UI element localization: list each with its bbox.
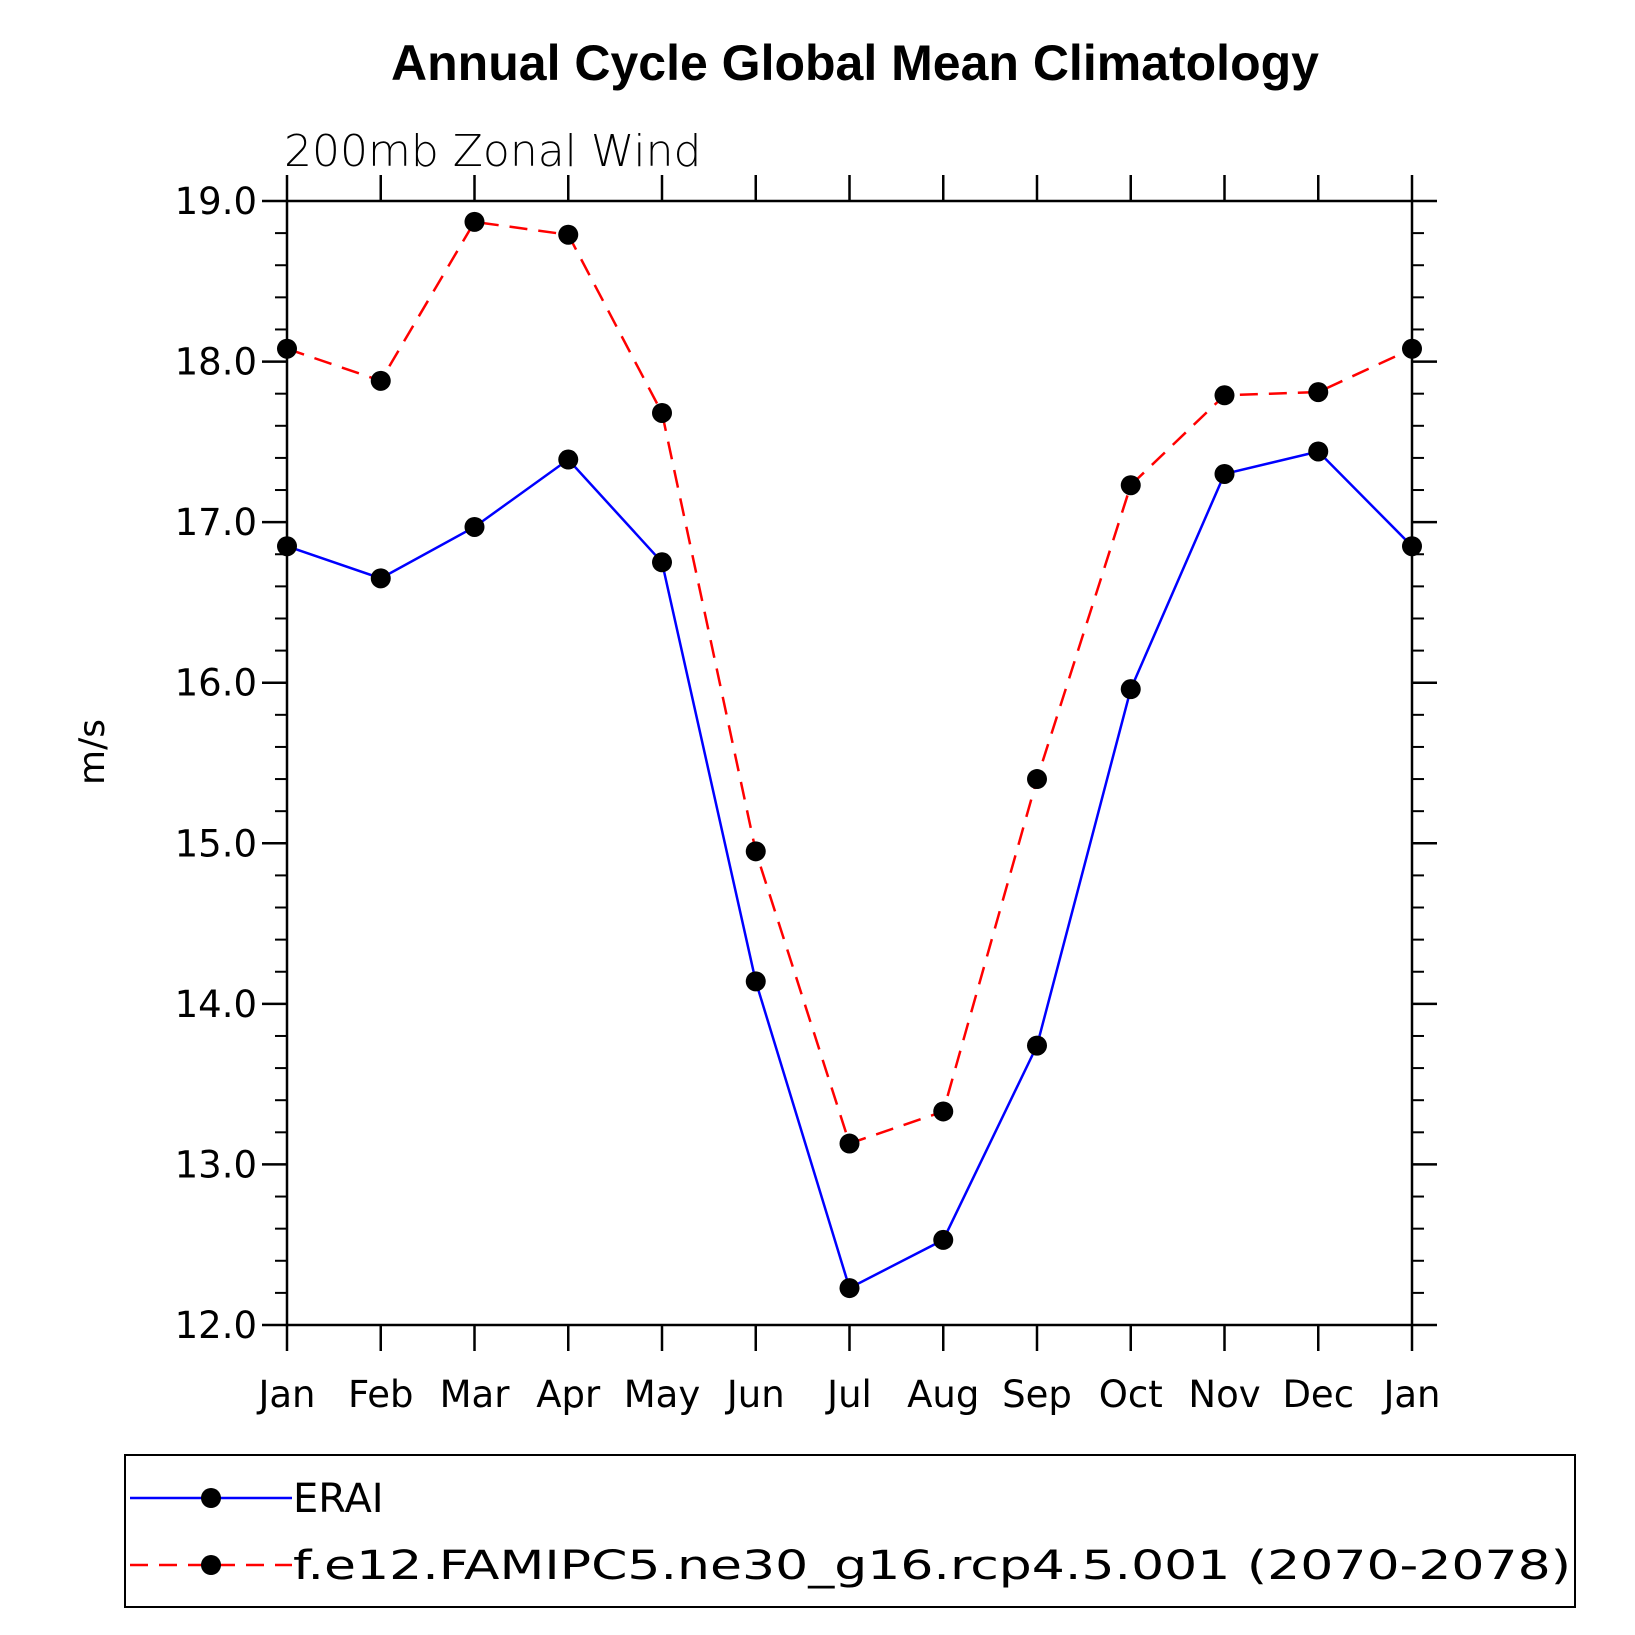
x-tick-label: Aug <box>907 1373 979 1416</box>
data-point <box>370 370 391 391</box>
data-point <box>464 516 485 537</box>
legend-marker-erai <box>201 1488 221 1508</box>
chart-subtitle: 200mb Zonal Wind <box>284 126 701 177</box>
series-line-0 <box>286 450 1413 1290</box>
data-point <box>558 449 579 470</box>
y-tick-label: 14.0 <box>175 983 257 1026</box>
x-tick-label: Jun <box>725 1373 785 1416</box>
x-tick-label: Mar <box>440 1373 511 1416</box>
data-point <box>277 338 297 359</box>
data-point <box>1214 385 1235 406</box>
data-point <box>1308 382 1329 403</box>
x-tick-label: Sep <box>1002 1373 1072 1416</box>
data-point <box>1027 1035 1047 1056</box>
data-point <box>933 1101 954 1122</box>
data-point <box>933 1229 954 1250</box>
y-tick-label: 18.0 <box>175 341 257 384</box>
legend: ERAI f.e12.FAMIPC5.ne30_g16.rcp4.5.001 (… <box>124 1454 1576 1608</box>
y-tick-label: 17.0 <box>175 501 257 544</box>
y-tick-label: 15.0 <box>175 822 257 865</box>
x-tick-label: May <box>624 1373 701 1416</box>
data-point <box>839 1133 860 1154</box>
plot-series <box>277 211 1422 1299</box>
legend-frame <box>124 1454 1576 1608</box>
x-tick-label: Apr <box>536 1373 601 1416</box>
data-point <box>745 971 766 992</box>
data-point <box>1402 338 1422 359</box>
series-line-1 <box>286 220 1413 1146</box>
x-tick-label: Oct <box>1099 1373 1163 1416</box>
data-point <box>1120 679 1141 700</box>
data-point <box>652 552 672 573</box>
y-tick-label: 12.0 <box>175 1304 257 1347</box>
data-point <box>652 402 672 423</box>
series-1 <box>277 211 1422 1154</box>
chart-title: Annual Cycle Global Mean Climatology <box>391 35 1319 91</box>
x-tick-label: Jan <box>1381 1373 1440 1416</box>
data-point <box>1027 769 1047 790</box>
data-point <box>1402 536 1422 557</box>
data-point <box>558 224 579 245</box>
x-tick-labels: Jan Feb Mar Apr May Jun Jul Aug Sep Oct Nov Dec Jan <box>256 1373 1440 1416</box>
data-point <box>839 1278 860 1299</box>
y-axis-label: m/s <box>72 719 113 785</box>
data-point <box>1308 441 1329 462</box>
y-tick-labels: 12.0 13.0 14.0 15.0 16.0 17.0 18.0 19.0 <box>175 180 257 1347</box>
legend-label-erai: ERAI <box>293 1476 384 1522</box>
x-tick-label: Dec <box>1282 1373 1354 1416</box>
y-tick-label: 16.0 <box>175 662 257 705</box>
legend-marker-model <box>201 1555 221 1575</box>
x-tick-label: Jan <box>256 1373 315 1416</box>
x-tick-label: Feb <box>348 1373 414 1416</box>
plot-frame <box>285 199 1414 1327</box>
x-tick-label: Nov <box>1188 1373 1260 1416</box>
data-point <box>1214 463 1235 484</box>
data-point <box>1120 475 1141 496</box>
data-point <box>464 211 485 232</box>
series-0 <box>277 441 1422 1299</box>
y-tick-label: 19.0 <box>175 180 257 223</box>
data-point <box>370 568 391 589</box>
y-tick-label: 13.0 <box>175 1143 257 1186</box>
axis-ticks <box>262 175 1437 1351</box>
x-tick-label: Jul <box>825 1373 872 1416</box>
data-point <box>745 841 766 862</box>
legend-label-model: f.e12.FAMIPC5.ne30_g16.rcp4.5.001 (2070-… <box>293 1543 1571 1589</box>
data-point <box>277 536 297 557</box>
